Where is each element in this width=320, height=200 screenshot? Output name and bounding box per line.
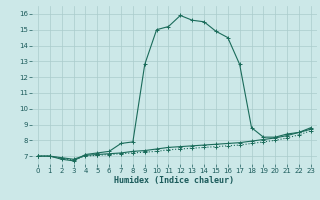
X-axis label: Humidex (Indice chaleur): Humidex (Indice chaleur) xyxy=(115,176,234,185)
